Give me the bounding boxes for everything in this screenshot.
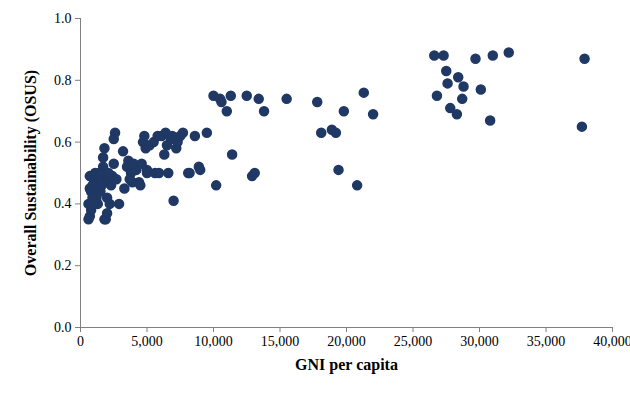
svg-text:Overall Sustainability (OSUS): Overall Sustainability (OSUS) — [22, 70, 40, 276]
svg-text:30,000: 30,000 — [460, 334, 499, 349]
svg-text:15,000: 15,000 — [261, 334, 300, 349]
svg-text:0: 0 — [77, 334, 84, 349]
svg-text:GNI per capita: GNI per capita — [295, 356, 398, 374]
svg-text:10,000: 10,000 — [194, 334, 233, 349]
svg-text:20,000: 20,000 — [327, 334, 366, 349]
svg-text:5,000: 5,000 — [131, 334, 163, 349]
svg-text:0.0: 0.0 — [54, 320, 72, 335]
svg-text:25,000: 25,000 — [394, 334, 433, 349]
svg-text:40,000: 40,000 — [593, 334, 630, 349]
svg-text:1.0: 1.0 — [54, 11, 72, 26]
svg-text:0.2: 0.2 — [54, 258, 72, 273]
svg-text:0.8: 0.8 — [54, 73, 72, 88]
svg-text:35,000: 35,000 — [527, 334, 566, 349]
svg-text:0.4: 0.4 — [54, 196, 72, 211]
svg-text:0.6: 0.6 — [54, 135, 72, 150]
